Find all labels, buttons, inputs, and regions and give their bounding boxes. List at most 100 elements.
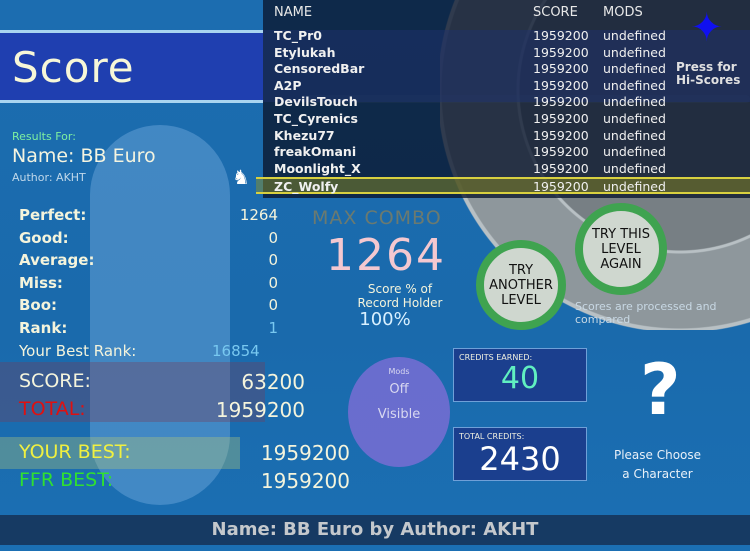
hiscore-score: 1959200 xyxy=(533,44,589,60)
title-banner: Score xyxy=(0,30,263,103)
hiscore-row[interactable]: A2P 1959200 undefined xyxy=(263,78,750,95)
total-label: TOTAL: xyxy=(19,398,86,420)
hiscore-row[interactable]: TC_Pr0 1959200 undefined xyxy=(263,28,750,45)
try-another-label: TRY ANOTHER LEVEL xyxy=(489,262,553,308)
hiscore-mods: undefined xyxy=(603,179,666,195)
hiscore-name: ZC_Wolfy xyxy=(274,179,339,195)
stat-label: Rank: xyxy=(19,318,68,337)
score-label: SCORE: xyxy=(19,370,91,392)
record-label-1: Score % of xyxy=(367,282,433,296)
hiscore-mods: undefined xyxy=(603,61,666,77)
your-best-value: 1959200 xyxy=(260,441,350,465)
total-credits-value: 2430 xyxy=(479,440,561,478)
hiscore-row[interactable]: TC_Cyrenics 1959200 undefined xyxy=(263,111,750,128)
mods-label: Mods xyxy=(388,367,410,376)
max-combo-label: MAX COMBO xyxy=(312,207,442,229)
credits-earned-label: CREDITS EARNED: xyxy=(459,353,533,362)
total-credits-label: TOTAL CREDITS: xyxy=(459,432,525,441)
hiscore-score: 1959200 xyxy=(533,127,589,143)
results-for-label: Results For: xyxy=(12,130,76,143)
max-combo-value: 1264 xyxy=(326,230,446,281)
stat-value: 0 xyxy=(268,228,278,247)
character-silhouette xyxy=(90,125,230,505)
hiscore-row[interactable]: ZC_Wolfy 1959200 undefined xyxy=(256,177,750,195)
score-highlight xyxy=(0,362,265,422)
hiscore-mods: undefined xyxy=(603,77,666,93)
hiscore-name: A2P xyxy=(274,77,302,93)
hiscore-name: freakOmani xyxy=(274,144,357,160)
score-value: 63200 xyxy=(241,370,305,394)
column-name: NAME xyxy=(274,5,313,20)
your-best-highlight xyxy=(0,437,240,469)
hiscore-name: Khezu77 xyxy=(274,127,335,143)
hiscore-score: 1959200 xyxy=(533,94,589,110)
hiscore-score: 1959200 xyxy=(533,144,589,160)
stat-label: Miss: xyxy=(19,273,63,292)
hiscore-row[interactable]: CensoredBar 1959200 undefined xyxy=(263,61,750,78)
hiscore-row[interactable]: Moonlight_X 1959200 undefined xyxy=(263,161,750,178)
hiscore-name: CensoredBar xyxy=(274,61,365,77)
column-score: SCORE xyxy=(533,5,578,20)
mods-line-2: Visible xyxy=(377,407,421,422)
hiscore-score: 1959200 xyxy=(533,111,589,126)
character-select-button[interactable]: ? xyxy=(640,349,681,431)
stat-value: 1 xyxy=(268,318,278,337)
footer-song-info: Name: BB Euro by Author: AKHT xyxy=(0,515,750,545)
hiscore-mods: undefined xyxy=(603,94,666,110)
ffr-best-value: 1959200 xyxy=(260,469,350,493)
stat-label: Average: xyxy=(19,251,95,269)
hiscore-row[interactable]: DevilsTouch 1959200 undefined xyxy=(263,94,750,111)
hiscores-panel: NAME SCORE MODS TC_Pr0 1959200 undefined Et… xyxy=(256,0,750,198)
best-rank-value: 16854 xyxy=(212,342,260,360)
hiscore-mods: undefined xyxy=(603,127,666,143)
total-value: 1959200 xyxy=(215,398,305,422)
column-mods: MODS xyxy=(603,5,643,20)
try-another-level-button[interactable]: TRY ANOTHER LEVEL xyxy=(476,240,566,330)
stat-value: 0 xyxy=(268,251,278,269)
hiscore-score: 1959200 xyxy=(533,179,589,195)
stat-label: Good: xyxy=(19,228,69,247)
player-icon: ♞ xyxy=(232,165,250,189)
panel-band xyxy=(263,30,750,102)
your-best-label: YOUR BEST: xyxy=(19,441,131,463)
hiscore-mods: undefined xyxy=(603,144,666,160)
stat-value: 1264 xyxy=(239,206,278,224)
credits-earned-value: 40 xyxy=(500,361,540,396)
hiscore-name: TC_Cyrenics xyxy=(274,111,358,126)
best-rank-label: Your Best Rank: xyxy=(19,342,137,360)
hiscore-row[interactable]: freakOmani 1959200 undefined xyxy=(263,144,750,161)
hiscore-name: DevilsTouch xyxy=(274,94,358,110)
hiscore-name: Etylukah xyxy=(274,44,336,60)
mods-indicator: Mods Off Visible xyxy=(348,357,450,467)
hiscores-figure-icon: ✦ xyxy=(690,5,724,51)
hiscore-mods: undefined xyxy=(603,44,666,60)
hiscore-row[interactable]: Khezu77 1959200 undefined xyxy=(263,128,750,145)
choose-character-label-1: Please Choose xyxy=(613,448,702,462)
hiscore-mods: undefined xyxy=(603,160,666,176)
faded-note: Scores are processed and compared xyxy=(575,300,717,326)
stat-value: 0 xyxy=(268,296,278,314)
record-percent: 100% xyxy=(359,309,411,330)
hiscore-score: 1959200 xyxy=(533,28,589,43)
hiscore-name: Moonlight_X xyxy=(274,160,361,176)
stat-label: Boo: xyxy=(19,296,58,314)
stat-label: Perfect: xyxy=(19,206,87,224)
hiscore-name: TC_Pr0 xyxy=(274,28,322,43)
ffr-best-label: FFR BEST: xyxy=(19,469,114,491)
hiscores-button[interactable]: Press for Hi-Scores xyxy=(676,60,741,87)
mods-line-1: Off xyxy=(389,382,409,397)
stat-value: 0 xyxy=(268,273,278,292)
record-label-2: Record Holder xyxy=(357,296,443,310)
hiscore-row[interactable]: Etylukah 1959200 undefined xyxy=(263,45,750,62)
hiscore-mods: undefined xyxy=(603,111,666,126)
total-credits-box: TOTAL CREDITS: 2430 xyxy=(453,427,587,481)
try-again-button[interactable]: TRY THIS LEVEL AGAIN xyxy=(575,203,667,295)
hiscore-mods: undefined xyxy=(603,28,666,43)
credits-earned-box: CREDITS EARNED: 40 xyxy=(453,348,587,402)
choose-character-label-2: a Character xyxy=(622,467,693,481)
try-again-label: TRY THIS LEVEL AGAIN xyxy=(591,226,651,272)
page-title: Score xyxy=(12,43,135,92)
hiscore-score: 1959200 xyxy=(533,77,589,93)
hiscore-score: 1959200 xyxy=(533,61,589,77)
song-author: Author: AKHT xyxy=(12,171,86,184)
